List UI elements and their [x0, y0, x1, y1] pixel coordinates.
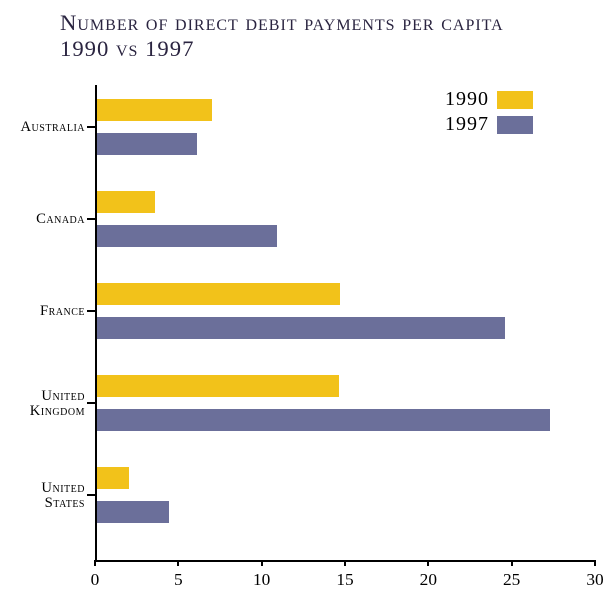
debit-payments-chart: Number of direct debit payments per capi… [0, 0, 615, 609]
x-tick-label: 30 [580, 570, 610, 590]
x-tick-label: 0 [80, 570, 110, 590]
y-category-label: Australia [2, 120, 85, 135]
chart-title-line1: Number of direct debit payments per capi… [60, 10, 504, 36]
y-tick [87, 402, 95, 404]
x-tick [177, 560, 179, 566]
legend-swatch-1990 [497, 91, 533, 109]
plot-area: 051015202530AustraliaCanadaFranceUnitedK… [95, 85, 595, 560]
legend-swatch-1997 [497, 116, 533, 134]
x-tick [344, 560, 346, 566]
y-tick [87, 310, 95, 312]
legend-row-1997: 1997 [445, 113, 533, 136]
bar-1997 [97, 409, 550, 431]
y-tick [87, 494, 95, 496]
bar-1997 [97, 317, 505, 339]
bar-1990 [97, 375, 339, 397]
legend-row-1990: 1990 [445, 88, 533, 111]
x-tick-label: 25 [497, 570, 527, 590]
x-tick [94, 560, 96, 566]
chart-title-line2: 1990 vs 1997 [60, 36, 194, 62]
bar-1990 [97, 191, 155, 213]
legend-label-1997: 1997 [445, 113, 489, 136]
x-tick [427, 560, 429, 566]
bar-1990 [97, 283, 340, 305]
x-tick-label: 20 [413, 570, 443, 590]
x-tick [511, 560, 513, 566]
y-tick [87, 218, 95, 220]
legend: 1990 1997 [445, 88, 533, 138]
y-category-label: France [2, 304, 85, 319]
bar-1997 [97, 225, 277, 247]
y-category-label: UnitedStates [2, 481, 85, 512]
x-tick [594, 560, 596, 566]
x-tick-label: 15 [330, 570, 360, 590]
x-tick [261, 560, 263, 566]
y-tick [87, 126, 95, 128]
bar-1997 [97, 501, 169, 523]
x-tick-label: 10 [247, 570, 277, 590]
x-tick-label: 5 [163, 570, 193, 590]
bar-1990 [97, 99, 212, 121]
bar-1997 [97, 133, 197, 155]
legend-label-1990: 1990 [445, 88, 489, 111]
y-category-label: UnitedKingdom [2, 389, 85, 420]
bar-1990 [97, 467, 129, 489]
y-category-label: Canada [2, 212, 85, 227]
